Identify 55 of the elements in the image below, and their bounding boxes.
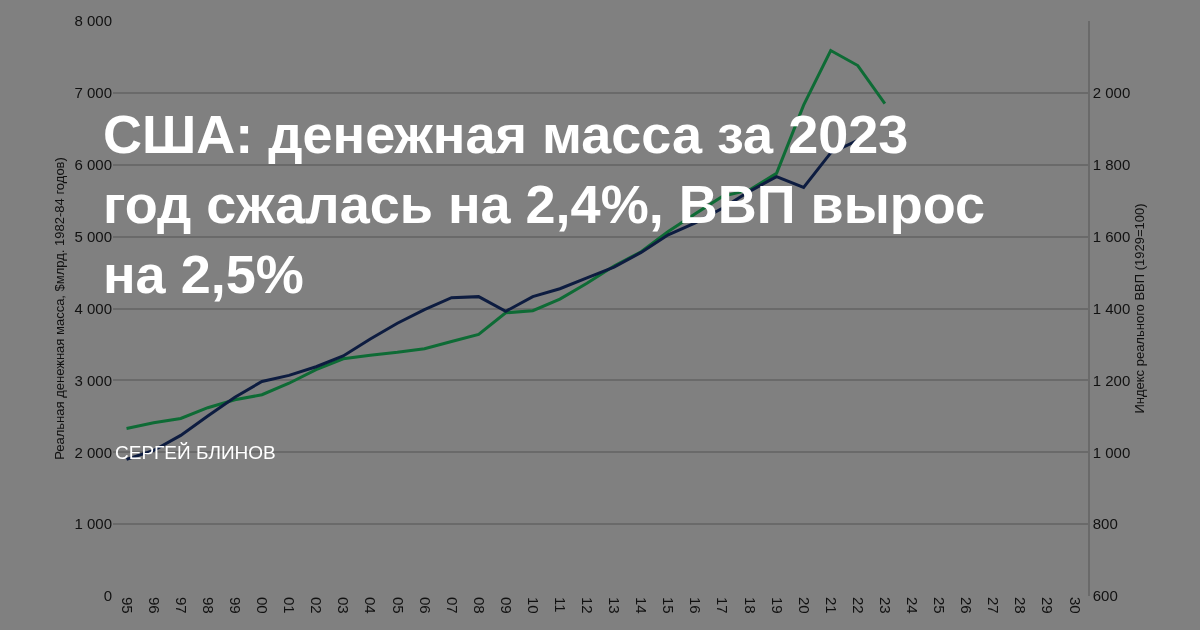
y2-tick-label: 1 800 [1092, 156, 1131, 173]
x-tick-label: 09 [497, 597, 515, 614]
x-tick-label: 06 [416, 597, 434, 614]
y2-tick-label: 2 000 [1092, 84, 1131, 102]
x-tick-label: 20 [795, 597, 813, 614]
x-tick-label: 26 [958, 597, 976, 614]
x-tick-label: 18 [741, 597, 759, 614]
y2-tick-label: 1 600 [1092, 227, 1131, 245]
x-tick-label: 00 [254, 597, 272, 614]
x-tick-label: 12 [579, 597, 597, 614]
x-tick-label: 14 [633, 597, 651, 614]
y-tick-label: 3 000 [74, 371, 112, 389]
x-tick-label: 05 [389, 597, 407, 614]
y2-tick-label: 1 200 [1092, 371, 1131, 389]
x-tick-label: 22 [849, 597, 867, 614]
y-tick-label: 2 000 [74, 443, 112, 461]
x-tick-label: 04 [362, 597, 380, 614]
x-tick-label: 01 [281, 597, 299, 614]
x-tick-label: 29 [1039, 597, 1057, 614]
x-tick-label: 21 [822, 597, 840, 614]
x-tick-label: 07 [443, 597, 461, 614]
x-tick-label: 28 [1012, 597, 1030, 614]
y-tick-label: 7 000 [74, 84, 112, 102]
x-tick-label: 13 [606, 597, 624, 614]
x-tick-label: 08 [470, 597, 488, 614]
x-tick-label: 15 [660, 597, 678, 614]
x-tick-label: 30 [1066, 597, 1084, 614]
y2-tick-label: 800 [1092, 515, 1118, 533]
x-tick-label: 99 [227, 597, 245, 614]
y2-axis-title: Индекс реального ВВП (1929=100) [1132, 203, 1148, 414]
x-tick-label: 25 [931, 597, 949, 614]
x-tick-label: 03 [335, 597, 353, 614]
y-tick-label: 0 [103, 587, 112, 605]
y-tick-label: 8 000 [74, 12, 112, 30]
y2-tick-label: 1 400 [1092, 299, 1131, 317]
x-tick-label: 27 [985, 597, 1003, 614]
x-tick-label: 95 [118, 597, 136, 614]
x-tick-label: 19 [768, 597, 786, 614]
y-tick-label: 4 000 [74, 299, 112, 317]
x-tick-label: 23 [876, 597, 894, 614]
x-tick-label: 98 [199, 597, 217, 614]
y-tick-label: 6 000 [74, 156, 112, 173]
x-tick-label: 11 [552, 597, 570, 613]
x-tick-label: 17 [714, 597, 732, 614]
x-tick-label: 02 [308, 597, 326, 614]
x-tick-label: 10 [524, 597, 542, 614]
y-axis-title: Реальная денежная масса, $млрд. 1982-84 годов) [52, 157, 68, 460]
y2-tick-label: 1 000 [1092, 443, 1131, 461]
y-tick-label: 1 000 [74, 515, 112, 533]
x-tick-label: 96 [145, 597, 163, 614]
y2-tick-label: 600 [1092, 587, 1118, 605]
y-tick-label: 5 000 [74, 227, 112, 245]
x-tick-label: 24 [904, 597, 922, 614]
x-tick-label: 16 [687, 597, 705, 614]
x-tick-label: 97 [172, 597, 190, 614]
